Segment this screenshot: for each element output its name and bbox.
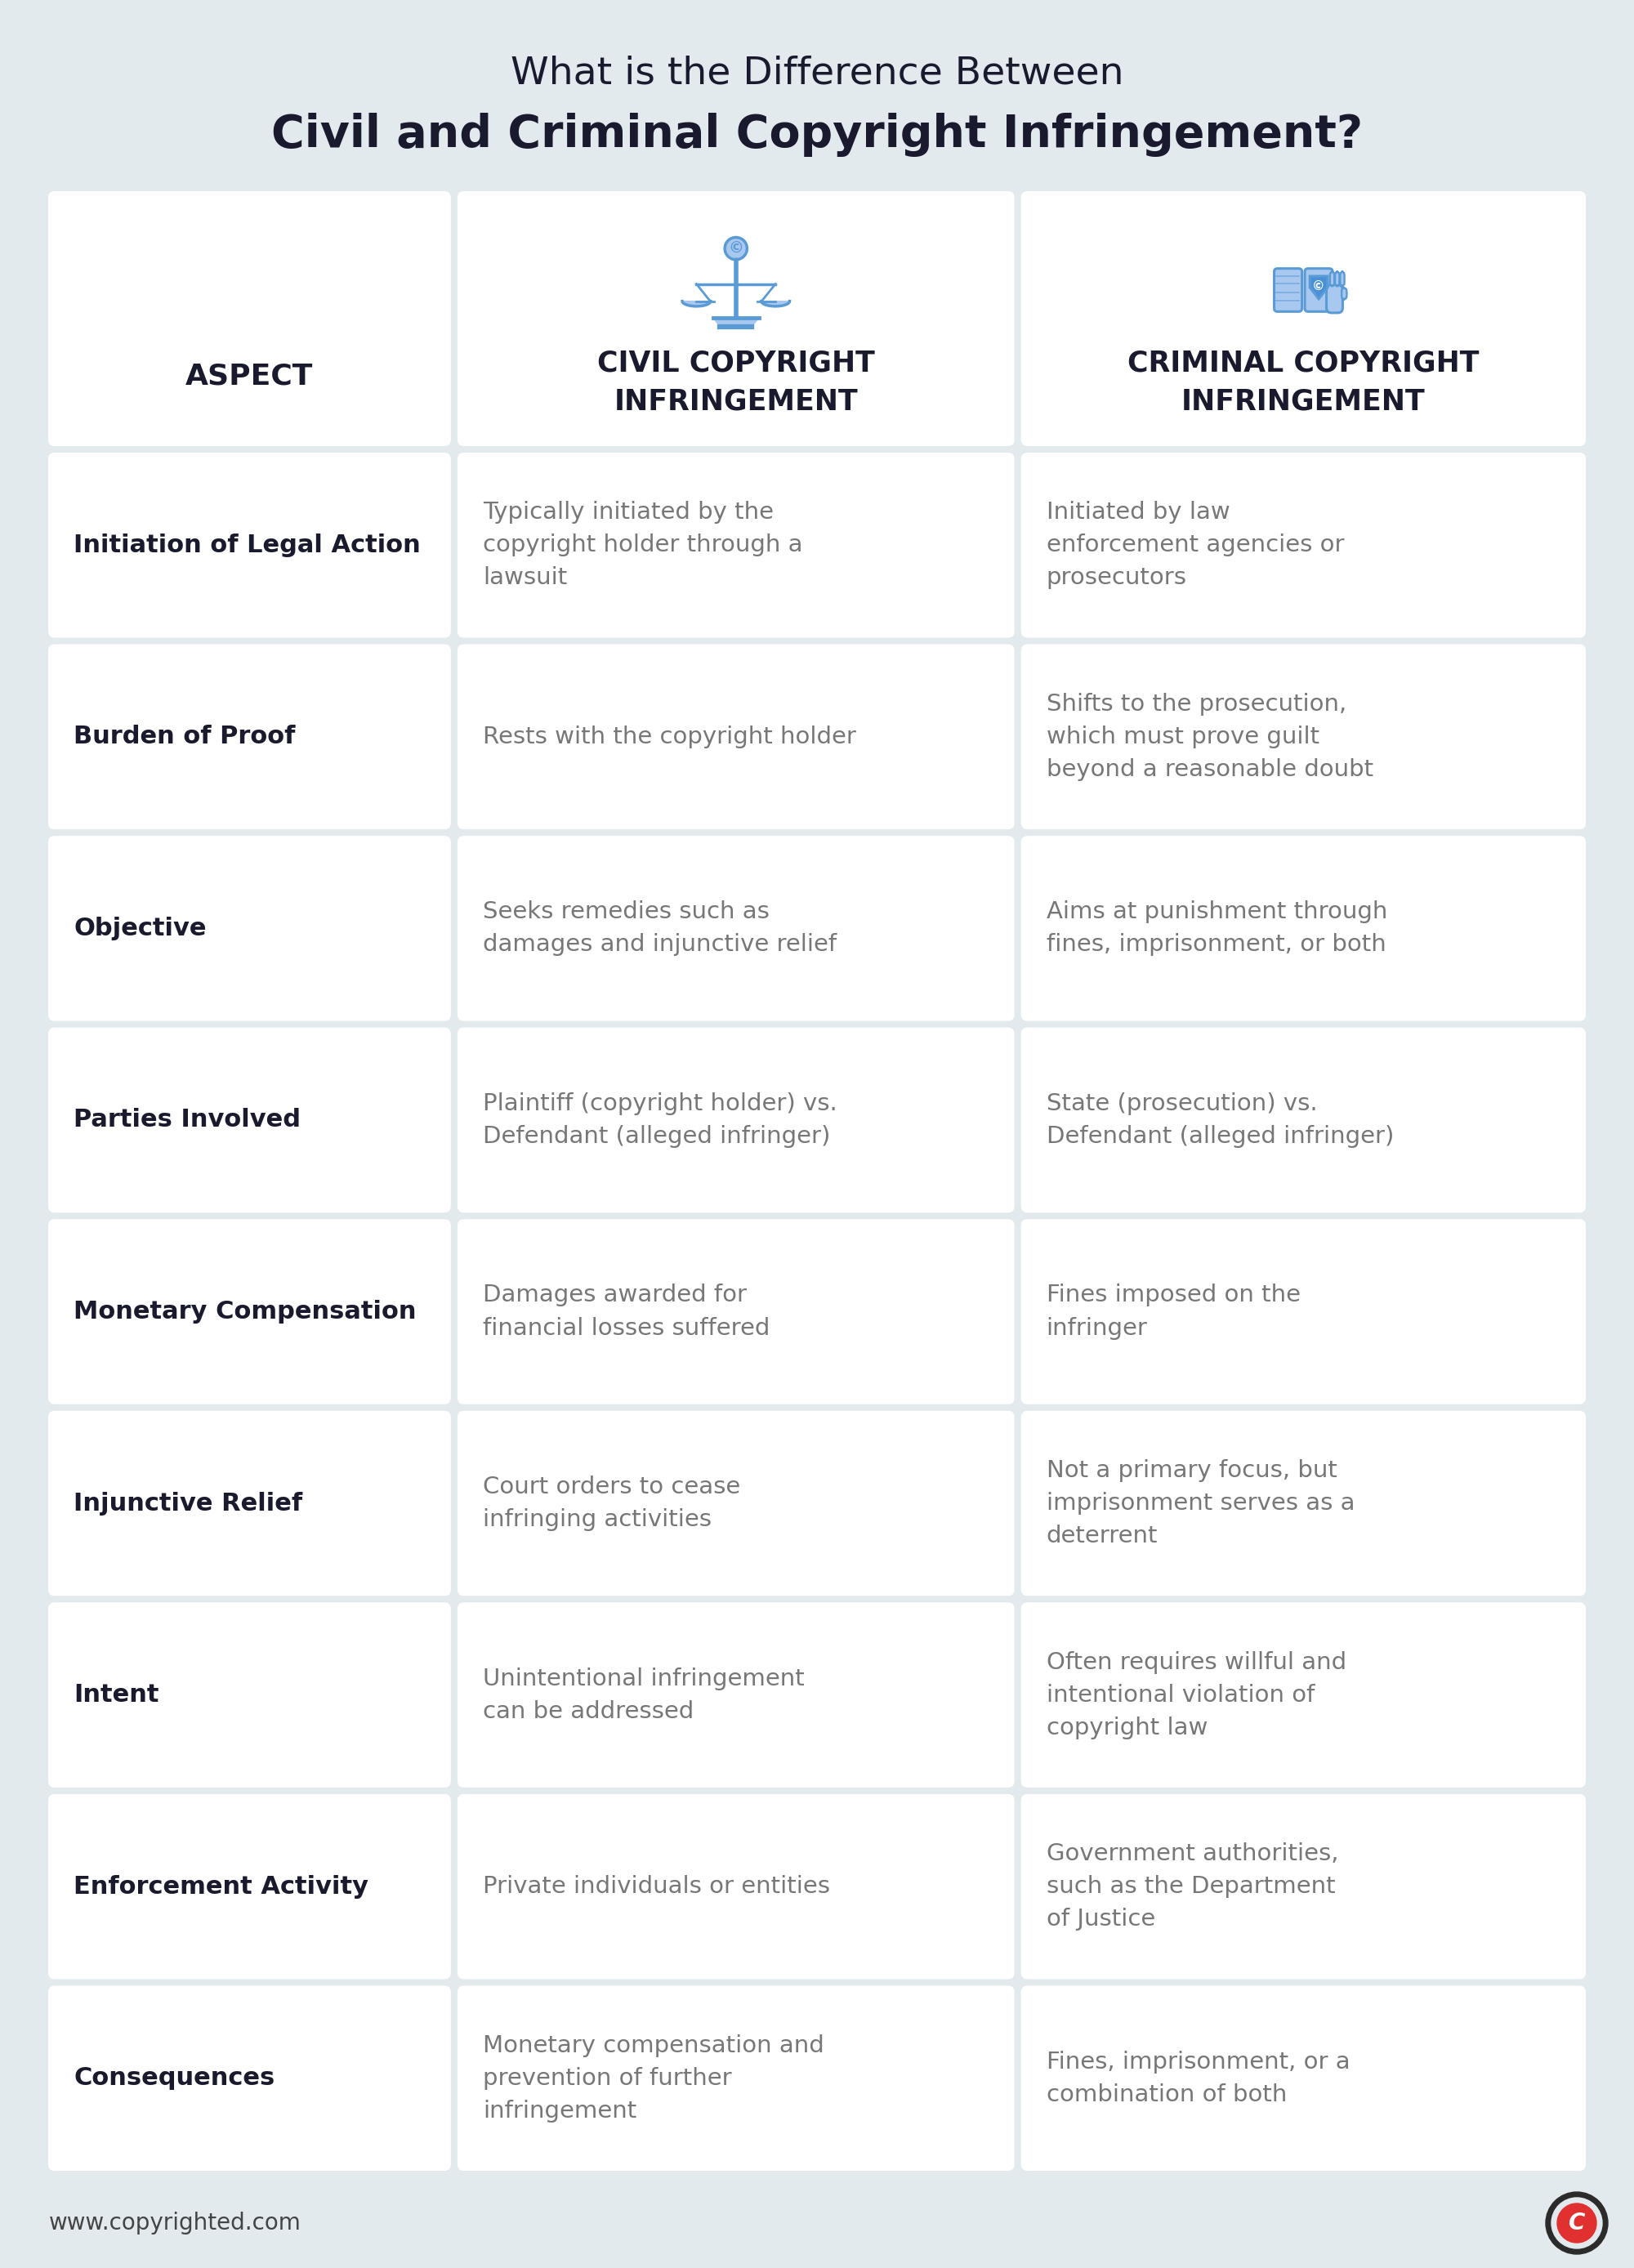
Text: Monetary Compensation: Monetary Compensation: [74, 1300, 417, 1325]
Text: Typically initiated by the
copyright holder through a
lawsuit: Typically initiated by the copyright hol…: [482, 501, 802, 590]
Text: Aims at punishment through
fines, imprisonment, or both: Aims at punishment through fines, impris…: [1046, 900, 1387, 957]
Text: Unintentional infringement
can be addressed: Unintentional infringement can be addres…: [482, 1667, 804, 1724]
Text: Not a primary focus, but
imprisonment serves as a
deterrent: Not a primary focus, but imprisonment se…: [1046, 1458, 1355, 1547]
FancyBboxPatch shape: [458, 1027, 1015, 1213]
FancyBboxPatch shape: [49, 1794, 451, 1980]
Text: Burden of Proof: Burden of Proof: [74, 726, 296, 748]
FancyBboxPatch shape: [1342, 288, 1346, 299]
Circle shape: [725, 238, 747, 259]
Circle shape: [1552, 2198, 1601, 2248]
Text: Parties Involved: Parties Involved: [74, 1109, 301, 1132]
Text: State (prosecution) vs.
Defendant (alleged infringer): State (prosecution) vs. Defendant (alleg…: [1046, 1093, 1394, 1148]
FancyBboxPatch shape: [1330, 272, 1335, 286]
Text: Initiated by law
enforcement agencies or
prosecutors: Initiated by law enforcement agencies or…: [1046, 501, 1345, 590]
FancyBboxPatch shape: [458, 1794, 1015, 1980]
Text: Consequences: Consequences: [74, 2066, 275, 2091]
FancyBboxPatch shape: [49, 1987, 451, 2170]
Text: What is the Difference Between: What is the Difference Between: [510, 54, 1124, 93]
Text: ©: ©: [729, 240, 743, 256]
FancyBboxPatch shape: [458, 837, 1015, 1021]
FancyBboxPatch shape: [1021, 454, 1585, 637]
Text: Court orders to cease
infringing activities: Court orders to cease infringing activit…: [482, 1476, 740, 1531]
Text: Monetary compensation and
prevention of further
infringement: Monetary compensation and prevention of …: [482, 2034, 824, 2123]
Text: Rests with the copyright holder: Rests with the copyright holder: [482, 726, 856, 748]
FancyBboxPatch shape: [49, 1603, 451, 1787]
Text: C: C: [1569, 2211, 1585, 2234]
Text: Objective: Objective: [74, 916, 206, 941]
FancyBboxPatch shape: [49, 644, 451, 830]
Text: Civil and Criminal Copyright Infringement?: Civil and Criminal Copyright Infringemen…: [271, 113, 1363, 156]
FancyBboxPatch shape: [49, 454, 451, 637]
Polygon shape: [1310, 277, 1327, 299]
FancyBboxPatch shape: [49, 1220, 451, 1404]
FancyBboxPatch shape: [1021, 1794, 1585, 1980]
FancyBboxPatch shape: [1021, 1603, 1585, 1787]
Text: Shifts to the prosecution,
which must prove guilt
beyond a reasonable doubt: Shifts to the prosecution, which must pr…: [1046, 692, 1373, 780]
FancyBboxPatch shape: [458, 1603, 1015, 1787]
Text: Seeks remedies such as
damages and injunctive relief: Seeks remedies such as damages and injun…: [482, 900, 837, 957]
FancyBboxPatch shape: [1021, 1220, 1585, 1404]
FancyBboxPatch shape: [1335, 272, 1340, 286]
FancyBboxPatch shape: [458, 644, 1015, 830]
Polygon shape: [683, 302, 711, 306]
Text: Damages awarded for
financial losses suffered: Damages awarded for financial losses suf…: [482, 1284, 770, 1340]
Text: Enforcement Activity: Enforcement Activity: [74, 1876, 369, 1898]
Text: CRIMINAL COPYRIGHT
INFRINGEMENT: CRIMINAL COPYRIGHT INFRINGEMENT: [1127, 349, 1479, 415]
FancyBboxPatch shape: [49, 1027, 451, 1213]
Text: Initiation of Legal Action: Initiation of Legal Action: [74, 533, 420, 558]
FancyBboxPatch shape: [1021, 191, 1585, 447]
Text: Private individuals or entities: Private individuals or entities: [482, 1876, 830, 1898]
Text: CIVIL COPYRIGHT
INFRINGEMENT: CIVIL COPYRIGHT INFRINGEMENT: [596, 349, 874, 415]
Text: Often requires willful and
intentional violation of
copyright law: Often requires willful and intentional v…: [1046, 1651, 1346, 1740]
FancyBboxPatch shape: [49, 1411, 451, 1597]
Text: Government authorities,
such as the Department
of Justice: Government authorities, such as the Depa…: [1046, 1842, 1338, 1930]
Text: Intent: Intent: [74, 1683, 158, 1708]
FancyBboxPatch shape: [1340, 272, 1345, 286]
FancyBboxPatch shape: [458, 1987, 1015, 2170]
Text: Injunctive Relief: Injunctive Relief: [74, 1492, 302, 1515]
Text: Fines imposed on the
infringer: Fines imposed on the infringer: [1046, 1284, 1301, 1340]
Text: ASPECT: ASPECT: [186, 363, 314, 390]
FancyBboxPatch shape: [1275, 268, 1302, 311]
FancyBboxPatch shape: [1327, 286, 1343, 313]
FancyBboxPatch shape: [1021, 1411, 1585, 1597]
FancyBboxPatch shape: [49, 837, 451, 1021]
Circle shape: [1546, 2191, 1608, 2254]
FancyBboxPatch shape: [1021, 837, 1585, 1021]
Polygon shape: [761, 302, 789, 306]
Text: Plaintiff (copyright holder) vs.
Defendant (alleged infringer): Plaintiff (copyright holder) vs. Defenda…: [482, 1093, 837, 1148]
FancyBboxPatch shape: [1021, 1987, 1585, 2170]
Text: Fines, imprisonment, or a
combination of both: Fines, imprisonment, or a combination of…: [1046, 2050, 1350, 2107]
FancyBboxPatch shape: [1021, 1027, 1585, 1213]
Circle shape: [1557, 2204, 1596, 2243]
FancyBboxPatch shape: [1021, 644, 1585, 830]
FancyBboxPatch shape: [458, 1411, 1015, 1597]
FancyBboxPatch shape: [49, 191, 451, 447]
Polygon shape: [712, 318, 758, 327]
FancyBboxPatch shape: [458, 1220, 1015, 1404]
FancyBboxPatch shape: [458, 191, 1015, 447]
FancyBboxPatch shape: [1306, 268, 1333, 311]
FancyBboxPatch shape: [458, 454, 1015, 637]
Text: www.copyrighted.com: www.copyrighted.com: [49, 2211, 301, 2234]
Text: ©: ©: [1312, 281, 1325, 293]
